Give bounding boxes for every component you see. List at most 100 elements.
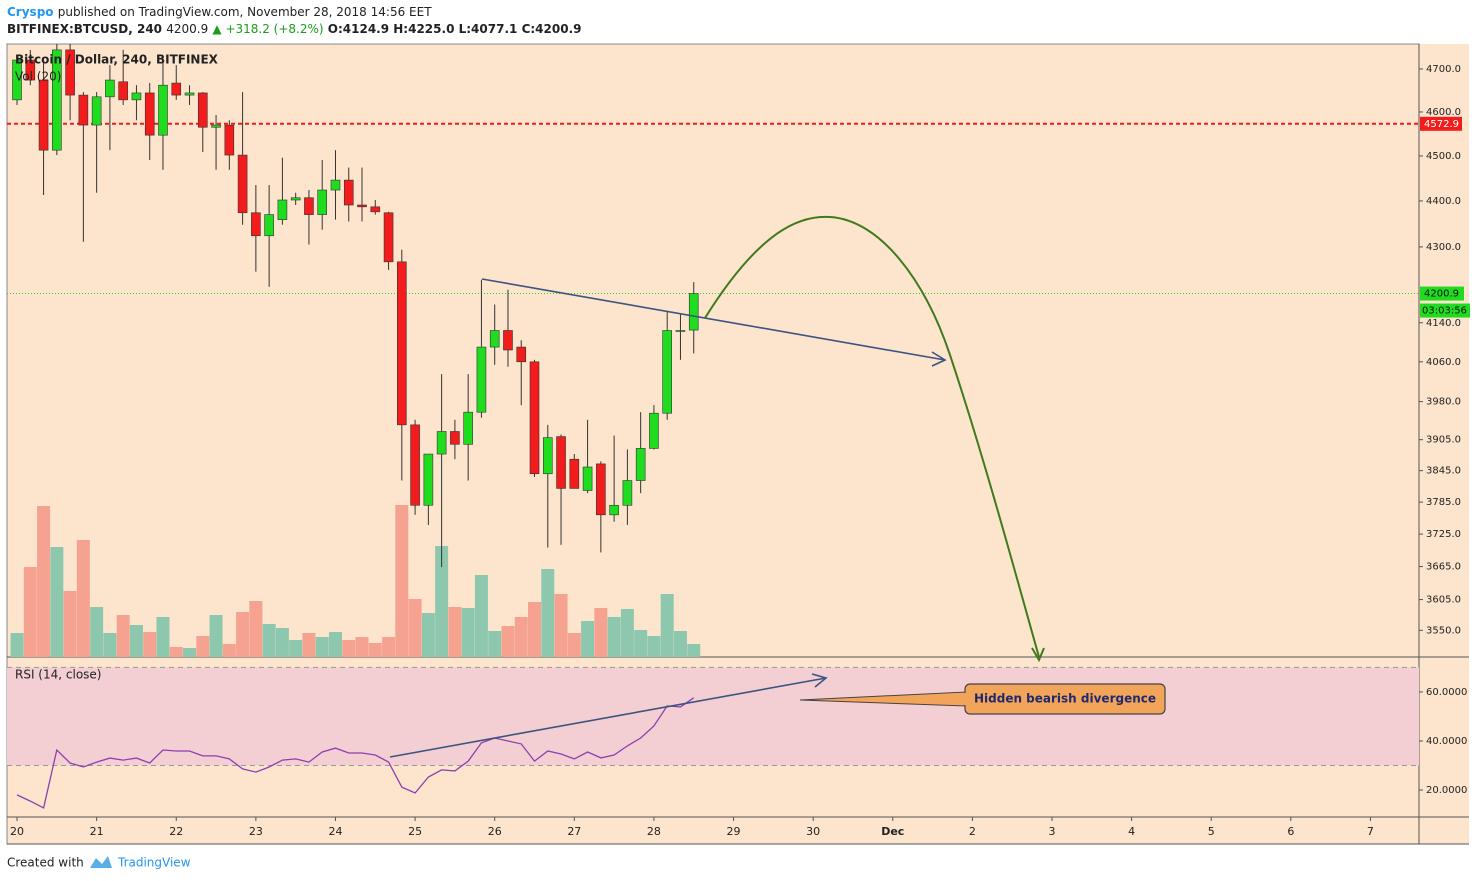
volume-bar: [103, 633, 117, 657]
candle-body: [25, 59, 36, 81]
candle-body: [184, 92, 195, 96]
volume-bar: [501, 626, 515, 657]
volume-bar: [289, 640, 303, 657]
y-tick-label: 4300.0: [1426, 242, 1461, 253]
volume-bar: [461, 608, 475, 657]
volume-bar: [541, 569, 555, 657]
volume-bar: [196, 636, 210, 657]
candle-body: [343, 179, 354, 206]
volume-bar: [620, 609, 634, 657]
candle-body: [65, 49, 75, 96]
volume-bar: [382, 637, 396, 657]
x-tick-label: 21: [90, 825, 104, 838]
x-tick-label: 29: [727, 825, 741, 838]
candle-body: [197, 92, 208, 128]
x-tick-label: 5: [1208, 825, 1215, 838]
volume-bar: [116, 615, 130, 657]
volume-bar: [275, 628, 289, 657]
volume-bar: [408, 599, 422, 657]
candle-body: [569, 458, 580, 489]
volume-bar: [368, 643, 382, 657]
volume-bar: [514, 617, 528, 657]
volume-bar: [328, 632, 342, 657]
volume-bar: [448, 607, 462, 657]
candle-body: [78, 94, 89, 126]
x-tick-label: 3: [1048, 825, 1055, 838]
candle-body: [251, 212, 261, 237]
volume-bar: [156, 617, 170, 657]
volume-bar: [262, 624, 276, 657]
y-tick-label: 4060.0: [1426, 357, 1461, 368]
volume-bar: [37, 506, 51, 657]
arrow-head: [931, 351, 947, 367]
trend-line: [481, 278, 946, 361]
volume-bar: [673, 631, 687, 657]
last-price-label: 4200.9: [1424, 289, 1459, 300]
candle-body: [277, 199, 288, 220]
x-tick-label: 7: [1367, 825, 1374, 838]
author[interactable]: Cryspo: [7, 5, 54, 19]
candle-body: [144, 92, 155, 136]
x-tick-label: 24: [328, 825, 342, 838]
candle-body: [635, 448, 646, 481]
y-tick-label: 4140.0: [1426, 318, 1461, 329]
x-tick-label: 2: [969, 825, 976, 838]
x-tick-label: 4: [1128, 825, 1135, 838]
volume-bar: [421, 613, 435, 657]
symbol: BITFINEX:BTCUSD, 240: [7, 22, 162, 36]
x-tick-label: 27: [567, 825, 581, 838]
volume-bar: [90, 607, 104, 657]
candle-body: [237, 154, 248, 214]
candle-body: [423, 453, 434, 506]
volume-bar: [594, 608, 608, 657]
candle-body: [450, 431, 460, 445]
last-price: 4200.9: [166, 22, 208, 36]
y-tick-label: 3785.0: [1426, 497, 1461, 508]
candle-body: [436, 431, 447, 455]
volume-bar: [236, 612, 250, 657]
candle-body: [304, 197, 314, 215]
candle-body: [622, 480, 633, 506]
volume-bar: [76, 540, 90, 657]
volume-bar: [647, 636, 661, 657]
volume-bar: [435, 546, 449, 657]
candle-body: [463, 411, 473, 445]
x-tick-label: Dec: [881, 825, 904, 838]
candle-body: [542, 437, 553, 475]
y-tick-label: 3725.0: [1426, 529, 1461, 540]
candle-body: [476, 346, 487, 413]
y-tick-label: 4700.0: [1426, 64, 1461, 75]
candle-body: [582, 466, 593, 491]
volume-bar: [315, 637, 329, 657]
volume-bar: [50, 547, 64, 657]
header-line: Cryspo published on TradingView.com, Nov…: [7, 5, 432, 19]
volume-bar: [342, 640, 356, 657]
volume-bar: [63, 591, 77, 657]
y-tick-label: 3605.0: [1426, 595, 1461, 606]
footer-text: Created with: [7, 856, 84, 870]
x-tick-label: 23: [249, 825, 263, 838]
price-axis-background: [1419, 44, 1469, 844]
arrow-head: [1031, 647, 1045, 663]
published: published on TradingView.com, November 2…: [58, 5, 432, 19]
rsi-line: [16, 697, 695, 809]
candle-body: [330, 179, 341, 191]
candle-body: [516, 346, 527, 363]
pane-title: Bitcoin / Dollar, 240, BITFINEX: [15, 53, 219, 67]
ohlc-open: O:4124.9: [328, 22, 389, 36]
logo: [90, 856, 112, 868]
x-tick-label: 26: [488, 825, 502, 838]
candle-body: [264, 214, 274, 237]
volume-bar: [129, 625, 143, 657]
candle-body: [529, 361, 540, 475]
rsi-y-tick-label: 60.0000: [1426, 687, 1467, 698]
candle-body: [105, 79, 115, 98]
x-tick-label: 22: [169, 825, 183, 838]
countdown-label: 03:03:56: [1422, 306, 1467, 317]
candle-body: [224, 124, 235, 156]
candle-body: [489, 330, 500, 348]
candle-body: [38, 79, 49, 151]
candle-body: [556, 436, 566, 489]
footer-brand[interactable]: TradingView: [117, 856, 191, 870]
candle-body: [171, 82, 182, 96]
